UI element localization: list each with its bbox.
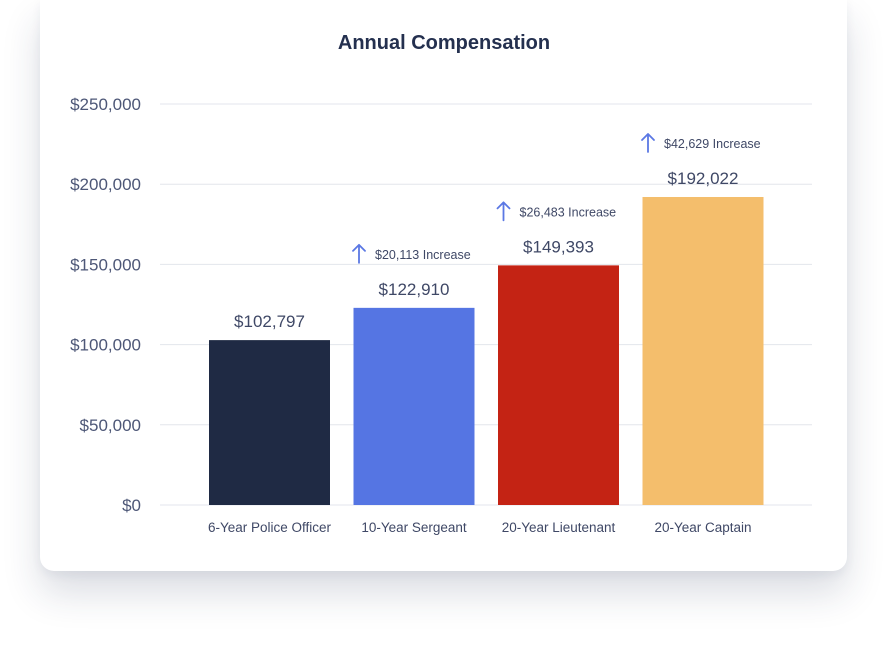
y-tick-label: $250,000	[70, 95, 141, 114]
y-tick-label: $200,000	[70, 175, 141, 194]
increase-label: $20,113 Increase	[375, 248, 471, 262]
bar	[642, 196, 764, 506]
y-axis-ticks: $0 $50,000 $100,000 $150,000 $200,000 $250,00…	[70, 95, 141, 515]
chart-title: Annual Compensation	[338, 32, 550, 54]
increase-label: $42,629 Increase	[664, 137, 761, 151]
bar	[353, 307, 475, 505]
bar-value-label: $102,797	[234, 312, 305, 331]
x-tick-label: 20-Year Lieutenant	[502, 520, 616, 535]
bar-labels: $102,797 $122,910 $20,113 Increase $149,393…	[234, 133, 761, 331]
y-tick-label: $150,000	[70, 255, 141, 274]
bars	[209, 196, 764, 506]
x-axis-ticks: 6-Year Police Officer 10-Year Sergeant 20-…	[208, 520, 752, 535]
y-tick-label: $100,000	[70, 336, 141, 355]
up-arrow-icon	[352, 243, 366, 264]
bar	[209, 340, 330, 505]
y-tick-label: $50,000	[80, 416, 141, 435]
x-tick-label: 20-Year Captain	[654, 520, 751, 535]
bar	[498, 265, 619, 505]
bar-value-label: $149,393	[523, 237, 594, 256]
bar-value-label: $122,910	[379, 280, 450, 299]
up-arrow-icon	[641, 133, 655, 153]
x-tick-label: 10-Year Sergeant	[361, 520, 467, 535]
x-tick-label: 6-Year Police Officer	[208, 520, 332, 535]
up-arrow-icon	[496, 201, 511, 222]
y-tick-label: $0	[122, 496, 141, 515]
bar-value-label: $192,022	[668, 169, 739, 188]
increase-label: $26,483 Increase	[520, 205, 617, 219]
